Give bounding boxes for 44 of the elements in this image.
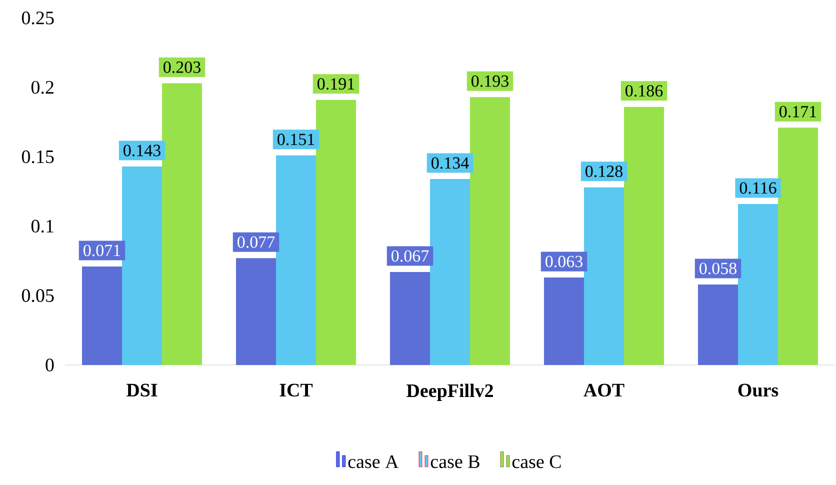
bar [122, 166, 162, 365]
data-label: 0.134 [432, 157, 469, 169]
y-tick-label: 0.1 [31, 220, 54, 233]
data-label: 0.077 [238, 236, 275, 248]
bar [82, 266, 122, 365]
x-tick-label: ICT [280, 384, 313, 397]
data-label: 0.116 [740, 182, 776, 194]
data-label: 0.071 [84, 244, 120, 256]
x-tick-label: DSI [126, 384, 158, 397]
x-tick-label: Ours [738, 384, 778, 397]
bar [544, 278, 584, 365]
bar [778, 128, 818, 365]
bar [390, 272, 430, 365]
data-label: 0.171 [780, 106, 816, 118]
data-label: 0.151 [278, 134, 314, 146]
bar [698, 284, 738, 365]
legend-label: case A [348, 455, 399, 468]
data-label: 0.203 [164, 61, 200, 74]
bar [162, 83, 202, 365]
data-label: 0.186 [626, 85, 663, 97]
data-label: 0.191 [318, 78, 354, 90]
y-tick-label: 0 [46, 358, 54, 372]
data-label: 0.067 [392, 250, 429, 262]
bar [738, 204, 778, 365]
data-label: 0.063 [546, 256, 582, 268]
bar [236, 258, 276, 365]
bar [624, 106, 664, 365]
legend-label: case C [512, 455, 561, 468]
bar [430, 179, 470, 365]
data-label: 0.058 [700, 262, 736, 274]
legend-label: case B [430, 455, 480, 468]
y-tick-label: 0.2 [31, 80, 54, 94]
bar [470, 97, 510, 365]
bar [316, 100, 356, 365]
x-tick-label: DeepFillv2 [406, 384, 493, 402]
y-tick-label: 0.15 [22, 150, 54, 164]
y-tick-label: 0.05 [22, 289, 54, 302]
data-label: 0.128 [586, 166, 622, 178]
x-tick-label: AOT [584, 384, 624, 397]
data-label: 0.193 [472, 75, 508, 87]
bar [584, 187, 624, 365]
y-tick-label: 0.25 [22, 12, 54, 24]
bar [276, 155, 316, 365]
data-label: 0.143 [124, 144, 160, 156]
